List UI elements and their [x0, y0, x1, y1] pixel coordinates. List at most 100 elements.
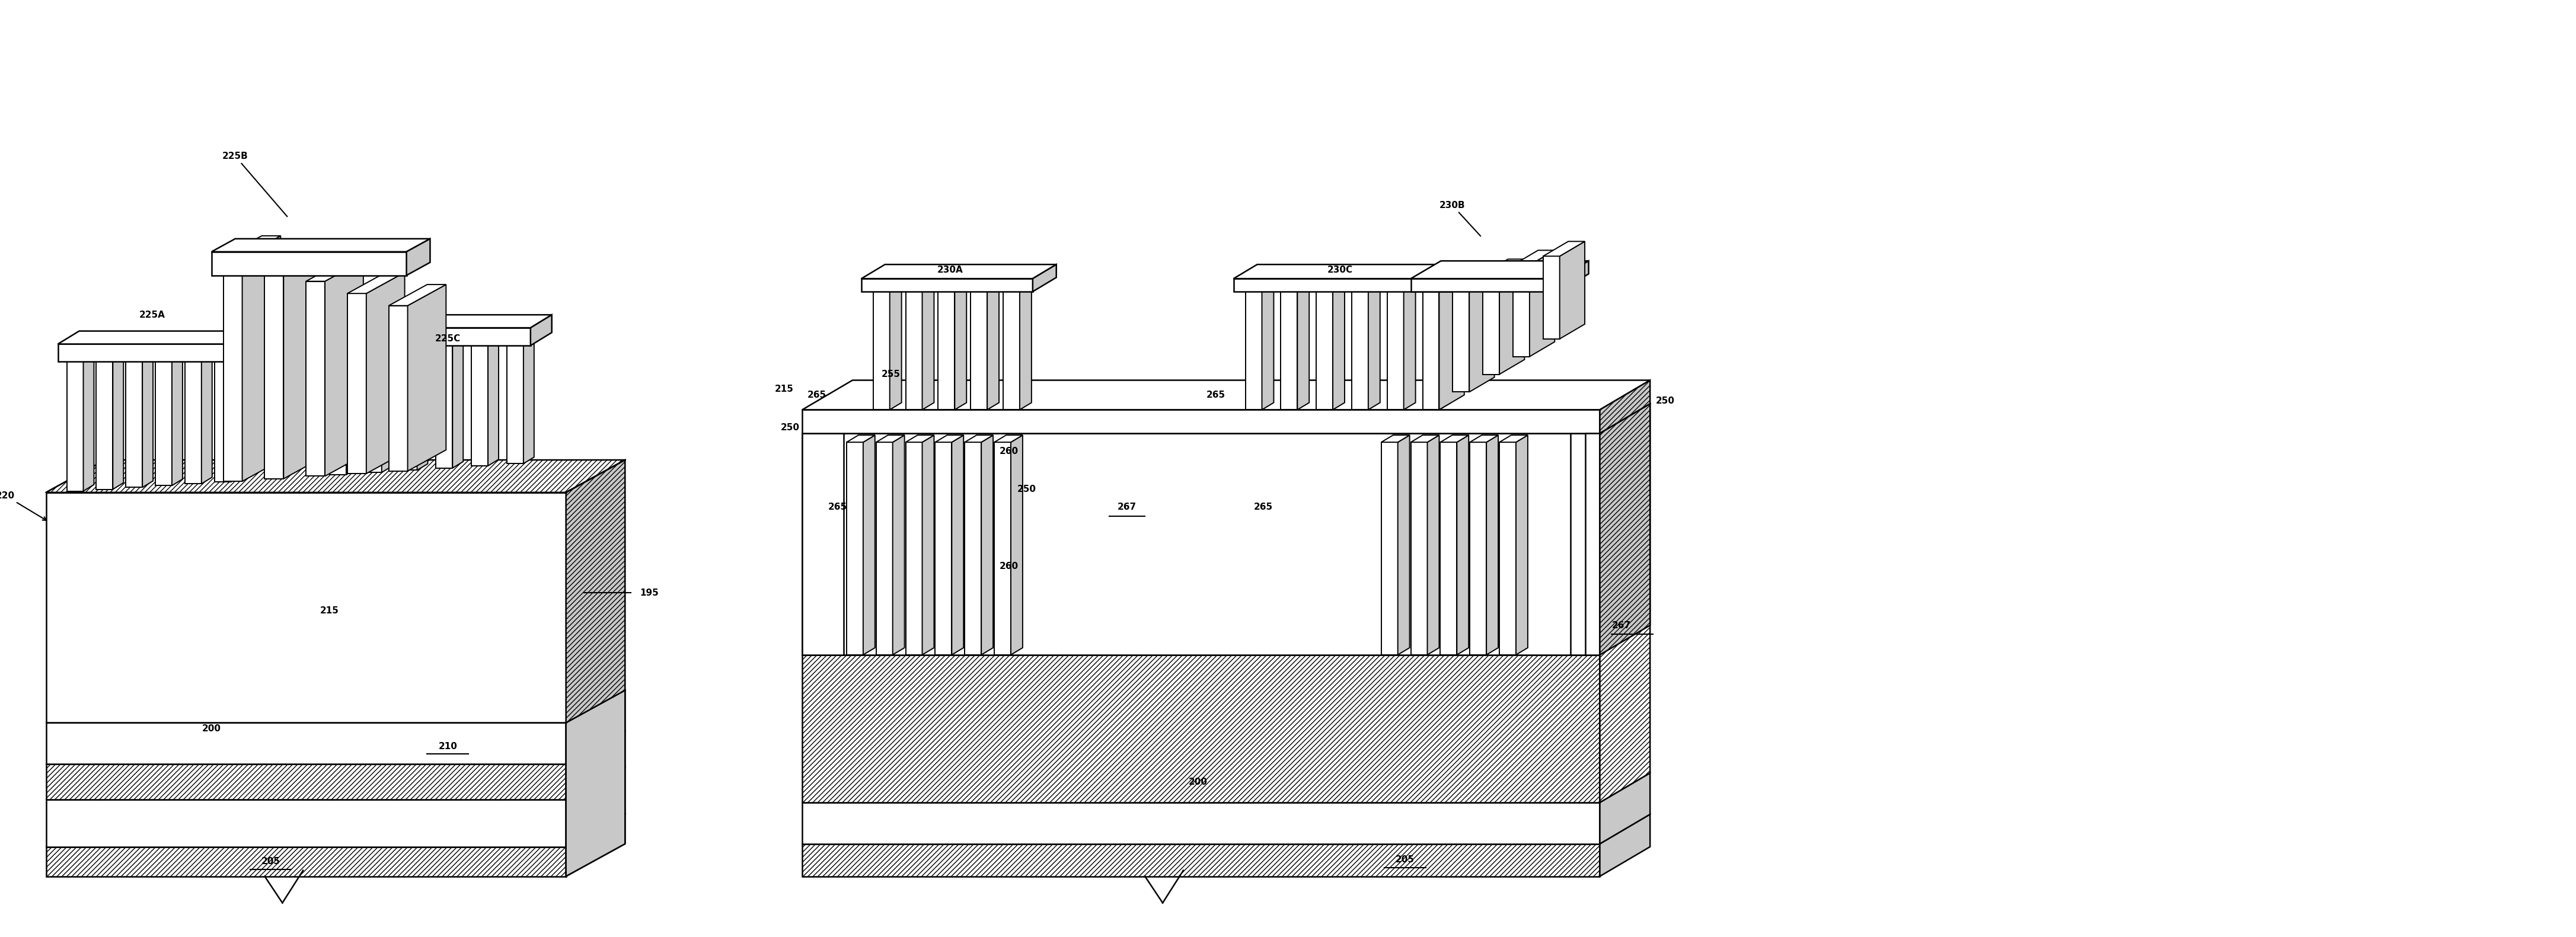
Polygon shape — [348, 293, 366, 473]
Polygon shape — [1399, 435, 1409, 655]
Polygon shape — [155, 350, 183, 356]
Polygon shape — [1262, 285, 1273, 409]
Polygon shape — [1386, 285, 1417, 291]
Polygon shape — [567, 814, 626, 876]
Polygon shape — [1010, 435, 1023, 655]
Polygon shape — [399, 340, 417, 470]
Polygon shape — [1600, 404, 1651, 655]
Polygon shape — [1600, 814, 1651, 876]
Polygon shape — [1440, 276, 1463, 409]
Polygon shape — [1002, 291, 1020, 409]
Polygon shape — [935, 442, 951, 655]
Polygon shape — [1499, 260, 1525, 374]
Polygon shape — [907, 442, 922, 655]
Polygon shape — [1381, 442, 1399, 655]
Polygon shape — [1368, 285, 1381, 409]
Polygon shape — [232, 346, 242, 482]
Polygon shape — [987, 285, 999, 409]
Text: 220: 220 — [0, 491, 46, 520]
Polygon shape — [1600, 773, 1651, 844]
Polygon shape — [1512, 250, 1556, 265]
Polygon shape — [1512, 265, 1530, 357]
Text: 230C: 230C — [1327, 265, 1352, 275]
Polygon shape — [325, 260, 363, 476]
Text: 267: 267 — [1613, 621, 1631, 630]
Polygon shape — [873, 291, 889, 409]
Polygon shape — [938, 285, 966, 291]
Polygon shape — [907, 291, 922, 409]
Polygon shape — [531, 315, 551, 346]
Polygon shape — [1033, 264, 1056, 291]
Polygon shape — [1427, 435, 1440, 655]
Polygon shape — [201, 348, 211, 483]
Polygon shape — [1316, 285, 1345, 291]
Polygon shape — [1412, 435, 1440, 442]
Polygon shape — [1600, 404, 1651, 802]
Polygon shape — [848, 442, 863, 655]
Polygon shape — [1412, 260, 1589, 278]
Text: 225B: 225B — [222, 152, 289, 216]
Polygon shape — [860, 278, 1033, 291]
Text: 265: 265 — [806, 391, 827, 399]
Polygon shape — [860, 264, 1056, 278]
Text: 230A: 230A — [938, 265, 963, 275]
Polygon shape — [471, 336, 487, 466]
Polygon shape — [1499, 435, 1528, 442]
Polygon shape — [57, 331, 258, 344]
Polygon shape — [234, 331, 258, 362]
Polygon shape — [922, 435, 935, 655]
Polygon shape — [242, 236, 281, 482]
Polygon shape — [1453, 268, 1494, 283]
Polygon shape — [1484, 260, 1525, 274]
Polygon shape — [567, 691, 626, 764]
Polygon shape — [1386, 291, 1404, 409]
Polygon shape — [801, 655, 1600, 802]
Polygon shape — [46, 847, 567, 876]
Text: 255: 255 — [881, 370, 902, 379]
Polygon shape — [966, 442, 981, 655]
Polygon shape — [1440, 442, 1458, 655]
Polygon shape — [1440, 285, 1450, 409]
Polygon shape — [1453, 264, 1476, 291]
Text: 215: 215 — [775, 384, 793, 394]
Polygon shape — [435, 332, 464, 338]
Polygon shape — [938, 291, 956, 409]
Text: 267: 267 — [1118, 503, 1136, 512]
Polygon shape — [211, 239, 430, 252]
Polygon shape — [330, 345, 345, 475]
Polygon shape — [126, 351, 152, 358]
Polygon shape — [307, 260, 363, 281]
Polygon shape — [876, 442, 894, 655]
Polygon shape — [1584, 433, 1600, 655]
Text: 210: 210 — [438, 742, 459, 751]
Polygon shape — [1234, 264, 1476, 278]
Polygon shape — [1280, 285, 1309, 291]
Polygon shape — [366, 273, 404, 473]
Polygon shape — [1530, 250, 1556, 357]
Polygon shape — [1316, 291, 1332, 409]
Polygon shape — [1499, 442, 1515, 655]
Text: 225C: 225C — [435, 335, 461, 343]
Polygon shape — [224, 257, 242, 482]
Polygon shape — [971, 291, 987, 409]
Polygon shape — [142, 351, 152, 487]
Polygon shape — [407, 239, 430, 275]
Text: 205: 205 — [1396, 855, 1414, 864]
Polygon shape — [381, 336, 392, 472]
Polygon shape — [487, 330, 500, 466]
Polygon shape — [417, 334, 428, 470]
Polygon shape — [801, 844, 1600, 876]
Polygon shape — [956, 285, 966, 409]
Text: 265: 265 — [829, 503, 848, 512]
Text: 265: 265 — [1255, 503, 1273, 512]
Polygon shape — [155, 356, 173, 485]
Text: 250: 250 — [1018, 485, 1036, 494]
Polygon shape — [1332, 285, 1345, 409]
Polygon shape — [317, 315, 551, 328]
Polygon shape — [185, 348, 211, 354]
Text: 200: 200 — [1188, 778, 1208, 786]
Polygon shape — [366, 336, 392, 343]
Polygon shape — [82, 355, 93, 491]
Text: 200: 200 — [201, 724, 222, 733]
Polygon shape — [46, 767, 626, 799]
